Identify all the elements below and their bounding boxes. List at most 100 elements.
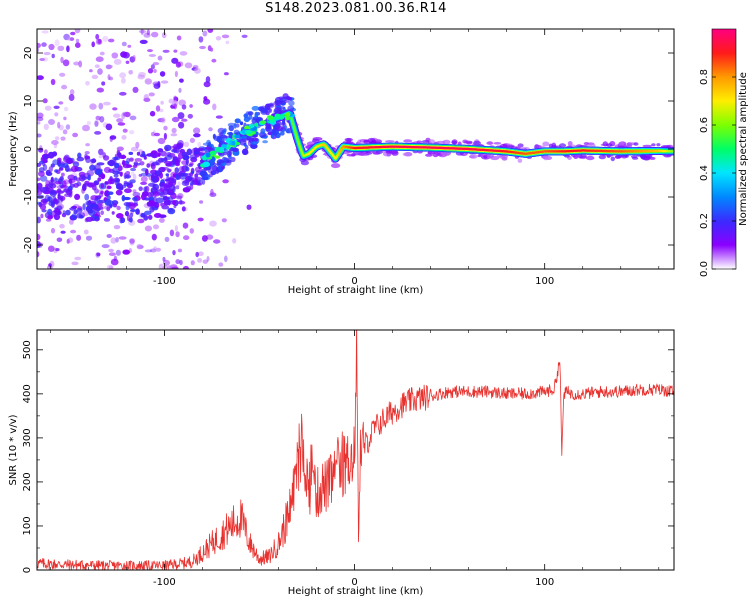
noise-blob <box>206 255 210 262</box>
noise-blob <box>182 222 189 229</box>
band-blob <box>42 162 46 167</box>
band-blob <box>87 174 91 181</box>
band-blob <box>107 191 114 195</box>
noise-blob <box>91 41 95 48</box>
noise-blob <box>203 98 211 105</box>
band-blob <box>170 178 177 184</box>
band-blob <box>82 203 86 211</box>
noise-blob <box>160 100 164 105</box>
noise-blob <box>177 112 185 120</box>
band-blob <box>59 176 64 181</box>
noise-blob <box>189 137 195 144</box>
band-blob <box>91 158 96 163</box>
noise-blob <box>121 135 127 140</box>
noise-blob <box>122 128 128 133</box>
band-blob <box>38 167 45 173</box>
noise-blob <box>67 237 74 243</box>
band-blob <box>47 208 53 216</box>
noise-blob <box>113 225 121 230</box>
noise-blob <box>68 94 75 101</box>
noise-blob <box>174 225 178 232</box>
band-blob <box>279 131 285 136</box>
band-blob <box>133 162 141 166</box>
noise-blob <box>113 58 122 65</box>
band-blob <box>180 172 189 177</box>
snr-plot-area <box>37 330 674 570</box>
noise-blob <box>171 127 177 134</box>
noise-blob <box>138 29 147 34</box>
noise-blob <box>73 61 80 66</box>
noise-blob <box>246 204 252 210</box>
band-blob <box>162 196 167 201</box>
halo-blob <box>462 139 468 144</box>
band-blob <box>54 169 59 173</box>
band-blob <box>262 140 268 144</box>
band-blob <box>208 173 213 178</box>
noise-blob <box>144 78 152 85</box>
noise-blob <box>42 98 48 104</box>
ridge-blob <box>285 115 290 121</box>
band-blob <box>155 197 164 204</box>
band-blob <box>112 167 118 172</box>
noise-blob <box>125 60 130 64</box>
noise-blob <box>37 116 44 122</box>
snr-y-axis-label: SNR (10 * v/v) <box>8 414 19 485</box>
noise-blob <box>97 68 103 75</box>
noise-blob <box>122 249 130 255</box>
band-blob <box>179 199 183 205</box>
band-blob <box>157 148 164 153</box>
band-blob <box>57 190 64 194</box>
noise-blob <box>150 64 155 70</box>
noise-blob <box>37 233 41 241</box>
noise-blob <box>111 52 119 59</box>
band-blob <box>106 185 112 190</box>
halo-blob <box>517 158 523 163</box>
band-blob <box>273 108 279 116</box>
band-blob <box>135 208 140 215</box>
noise-blob <box>224 72 229 76</box>
noise-blob <box>94 119 99 126</box>
noise-blob <box>108 265 114 269</box>
band-blob <box>162 183 169 189</box>
noise-blob <box>106 264 114 269</box>
halo-blob <box>548 143 554 149</box>
noise-blob <box>189 228 194 234</box>
band-blob <box>55 200 59 205</box>
noise-blob <box>43 123 49 130</box>
halo-blob <box>466 141 473 145</box>
noise-blob <box>149 110 156 117</box>
band-blob <box>121 154 126 159</box>
noise-blob <box>175 259 181 265</box>
band-blob <box>265 111 270 116</box>
snr-x-axis-label: Height of straight line (km) <box>288 586 424 597</box>
band-blob <box>97 177 102 182</box>
noise-blob <box>66 45 70 53</box>
band-blob <box>150 190 155 197</box>
noise-blob <box>118 236 127 240</box>
band-blob <box>42 186 49 193</box>
noise-blob <box>95 33 100 40</box>
noise-blob <box>96 252 101 257</box>
noise-blob <box>181 206 186 212</box>
noise-blob <box>75 38 80 44</box>
noise-blob <box>197 141 202 148</box>
noise-blob <box>158 263 164 269</box>
band-blob <box>173 146 178 152</box>
noise-blob <box>108 38 115 43</box>
noise-blob <box>224 255 228 263</box>
noise-blob <box>63 33 70 41</box>
noise-blob <box>182 265 190 269</box>
noise-blob <box>101 244 110 249</box>
noise-blob <box>38 147 44 153</box>
noise-blob <box>162 265 168 269</box>
band-blob <box>217 127 225 134</box>
band-blob <box>58 167 64 171</box>
noise-blob <box>197 217 204 222</box>
noise-blob <box>159 71 166 77</box>
noise-blob <box>60 56 64 64</box>
band-blob <box>124 188 132 194</box>
ridge-blob <box>219 146 225 152</box>
noise-blob <box>171 57 179 64</box>
band-blob <box>76 156 85 162</box>
noise-blob <box>140 29 144 35</box>
